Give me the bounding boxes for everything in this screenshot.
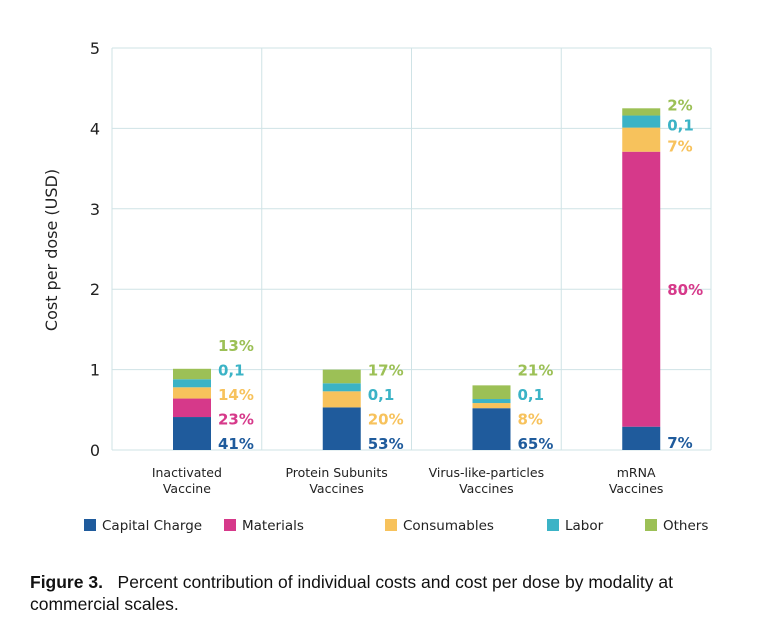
legend-swatch — [645, 519, 657, 531]
figure-caption: Figure 3. Percent contribution of indivi… — [30, 571, 750, 615]
bar-segment-capital-charge — [472, 408, 511, 450]
x-category-label: Protein Subunits — [285, 465, 387, 480]
y-axis-label: Cost per dose (USD) — [42, 169, 61, 331]
data-label: 65% — [518, 435, 554, 453]
legend-label: Others — [663, 518, 708, 534]
legend: Capital Charge Materials Consumables Labor O… — [84, 518, 708, 534]
data-label: 23% — [218, 411, 254, 429]
bar-segment-capital-charge — [622, 426, 661, 450]
bar-segment-others — [472, 385, 511, 400]
x-category-label: Inactivated — [152, 465, 222, 480]
legend-swatch — [224, 519, 236, 531]
bar-segment-others — [622, 108, 661, 116]
data-label: 0,1 — [518, 386, 545, 404]
legend-label: Capital Charge — [102, 518, 202, 534]
data-label: 41% — [218, 435, 254, 453]
data-label: 13% — [218, 337, 254, 355]
data-label: 2% — [667, 96, 692, 114]
x-category-label: Vaccines — [309, 481, 364, 496]
bar-segment-capital-charge — [173, 417, 211, 450]
y-tick-label: 0 — [90, 441, 100, 460]
data-label: 8% — [518, 411, 543, 429]
bar-segment-labor — [622, 115, 661, 128]
legend-label: Materials — [242, 518, 304, 534]
legend-swatch — [547, 519, 559, 531]
legend-item: Others — [645, 518, 708, 534]
data-label: 0,1 — [218, 362, 245, 380]
data-label: 14% — [218, 386, 254, 404]
bar-segment-consumables — [622, 127, 661, 152]
stacked-bar-chart: Cost per dose (USD) 0 1 2 3 4 5 41% 23% 14% 0,1 13… — [42, 39, 712, 534]
legend-item: Materials — [224, 518, 304, 534]
data-label: 0,1 — [368, 386, 395, 404]
bar-segment-consumables — [322, 391, 361, 408]
data-label: 21% — [518, 362, 554, 380]
bar-segment-consumables — [472, 403, 511, 409]
data-label: 80% — [667, 281, 703, 299]
bar-segment-labor — [472, 399, 511, 404]
x-category-label: mRNA — [617, 465, 656, 480]
data-label: 20% — [368, 411, 404, 429]
y-tick-label: 2 — [90, 280, 100, 299]
x-category-label: Virus-like-particles — [429, 465, 544, 480]
bar-segment-labor — [322, 383, 361, 392]
bar-segment-others — [322, 369, 361, 384]
data-label: 7% — [667, 137, 692, 155]
data-label: 0,1 — [667, 116, 694, 134]
legend-label: Consumables — [403, 518, 494, 534]
legend-swatch — [84, 519, 96, 531]
y-tick-label: 3 — [90, 200, 100, 219]
data-label: 53% — [368, 435, 404, 453]
legend-label: Labor — [565, 518, 604, 534]
bar-segment-materials — [173, 398, 211, 418]
x-category-label: Vaccines — [459, 481, 514, 496]
y-tick-label: 4 — [90, 119, 100, 138]
bar-segment-capital-charge — [322, 407, 361, 450]
figure-caption-text: Percent contribution of individual costs… — [30, 572, 673, 614]
legend-item: Capital Charge — [84, 518, 202, 534]
legend-swatch — [385, 519, 397, 531]
bar-segment-consumables — [173, 387, 211, 399]
figure-label: Figure 3. — [30, 572, 103, 592]
legend-item: Labor — [547, 518, 604, 534]
y-tick-label: 1 — [90, 361, 100, 380]
x-category-label: Vaccines — [609, 481, 664, 496]
data-label: 7% — [667, 434, 692, 452]
data-label: 17% — [368, 362, 404, 380]
bar-segment-materials — [622, 151, 661, 427]
legend-item: Consumables — [385, 518, 494, 534]
y-tick-label: 5 — [90, 39, 100, 58]
bar-segment-others — [173, 368, 211, 380]
bar-segment-labor — [173, 379, 211, 388]
x-category-label: Vaccine — [163, 481, 211, 496]
